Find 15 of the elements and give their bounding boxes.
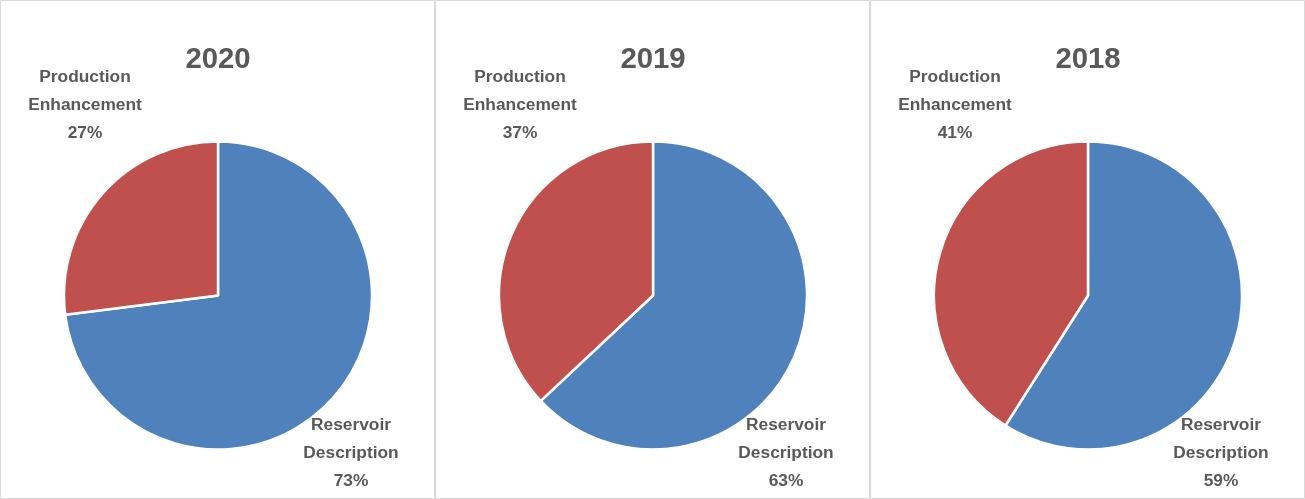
data-label: 41% [937, 121, 973, 142]
data-label: 59% [1203, 470, 1239, 491]
chart-title: 2019 [620, 40, 686, 74]
slice-label: Reservoir Description [303, 414, 399, 463]
slice-label: Production Enhancement [28, 65, 143, 114]
chart-title: 2018 [1055, 40, 1121, 74]
slice-label: Production Enhancement [463, 65, 578, 114]
data-label: 37% [502, 121, 538, 142]
data-label: 73% [333, 470, 369, 491]
slice-label: Reservoir Description [738, 414, 834, 463]
data-label: 63% [768, 470, 804, 491]
chart-title: 2020 [185, 40, 251, 74]
data-label: 27% [67, 121, 103, 142]
slice-label: Reservoir Description [1173, 414, 1269, 463]
slice-label: Production Enhancement [898, 65, 1013, 114]
